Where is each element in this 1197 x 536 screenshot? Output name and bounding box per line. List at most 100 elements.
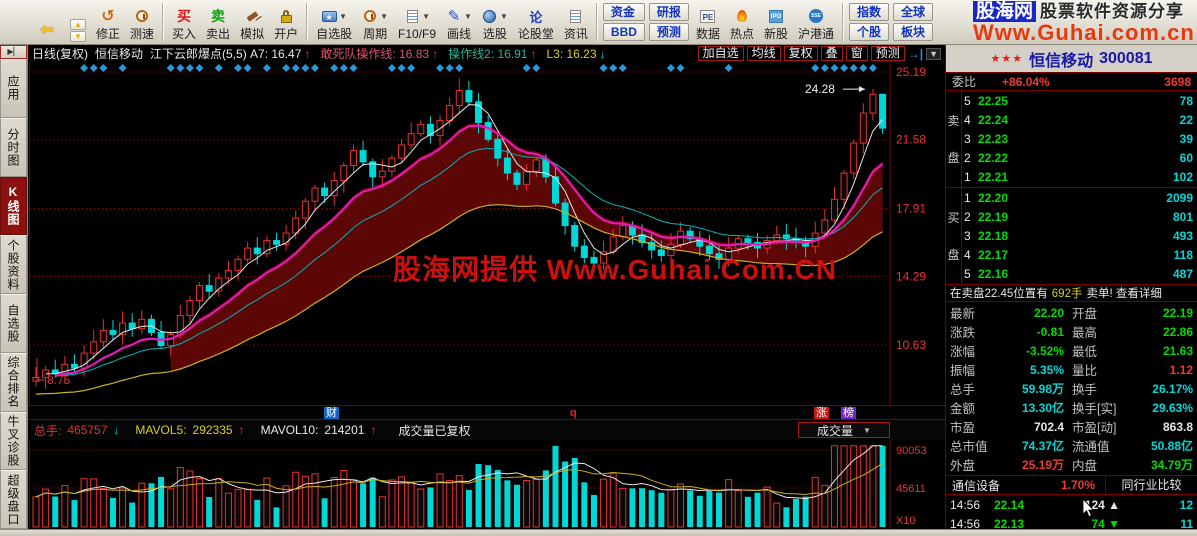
- weibi-label: 委比: [952, 75, 977, 89]
- toolbar-button-画线[interactable]: ✎ ▼ 画线: [441, 1, 477, 43]
- toolbar-button-label: 选股: [482, 27, 507, 41]
- toolbar-group: 指数个股 全球板块: [847, 1, 935, 43]
- toolbar-button-label: 买入: [172, 27, 197, 41]
- sidebar-tab-自选股[interactable]: 自选股: [0, 294, 27, 353]
- sector-compare-button[interactable]: 同行业比较: [1105, 476, 1197, 494]
- chevron-down-icon[interactable]: ▼: [499, 11, 508, 21]
- volume-indicator-dropdown[interactable]: 成交量 ▼: [798, 422, 890, 438]
- toolbar-button-指数[interactable]: 指数: [849, 3, 890, 21]
- sector-name[interactable]: 通信设备: [952, 478, 1001, 493]
- chevron-down-icon[interactable]: ▼: [422, 11, 430, 21]
- stat-row: 外盘 25.19万 内盘 34.79万: [950, 455, 1193, 474]
- chevron-down-icon[interactable]: ▼: [926, 47, 941, 60]
- mavol10-label: MAVOL10:: [260, 423, 319, 437]
- period-label[interactable]: 日线(复权): [32, 47, 88, 61]
- sidebar-tab-应用[interactable]: 应用: [0, 59, 27, 118]
- indicator-text: 操作线2: 16.91: [448, 47, 528, 61]
- toolbar-button-label: 测速: [130, 27, 155, 41]
- notice-detail-link[interactable]: 卖单! 查看详细: [1086, 288, 1162, 300]
- toolbar-button-论股堂[interactable]: 论论股堂: [513, 1, 559, 43]
- sidebar-tab-综合排名[interactable]: 综合排名: [0, 352, 27, 412]
- book-row: 3 22.23 39: [962, 129, 1197, 148]
- book-row: 1 22.21 102: [962, 168, 1197, 187]
- toolbar-separator: [595, 3, 598, 41]
- book-volume: 60: [1179, 151, 1193, 166]
- chart-button-均线[interactable]: 均线: [746, 46, 781, 61]
- sector-pct: 1.70%: [1060, 478, 1095, 492]
- toolbar-button-updown-arrows[interactable]: ▲ ▼: [65, 1, 91, 43]
- book-level: 2: [964, 209, 971, 224]
- toolbar-button-测速[interactable]: 测速: [125, 1, 159, 43]
- toolbar-button-修正[interactable]: ↺ 修正: [91, 1, 125, 43]
- toolbar-button-label: 画线: [447, 27, 472, 41]
- toolbar-button-F10/F9[interactable]: ▼ F10/F9: [393, 1, 441, 43]
- sidebar-tab-牛叉诊股[interactable]: 牛叉诊股: [0, 411, 27, 471]
- svg-text:24.28: 24.28: [805, 82, 835, 96]
- toolbar-button-预测[interactable]: 预测: [648, 23, 689, 41]
- tick-price: 22.13: [994, 516, 1025, 531]
- chevron-down-icon[interactable]: ▼: [464, 11, 472, 21]
- chart-button-预测[interactable]: 预测: [870, 46, 905, 61]
- kline-chart[interactable]: 25.19 21.58 17.91 14.29 10.63 24.28 8.75: [28, 62, 945, 405]
- sidebar-collapse-button[interactable]: ▶▏: [0, 45, 27, 59]
- toolbar-button-周期[interactable]: ▼ 周期: [357, 1, 393, 43]
- toolbar-stack: 资金 BBD: [601, 1, 647, 43]
- book-price: 22.20: [978, 190, 1009, 205]
- toolbar-button-热点[interactable]: 热点: [725, 1, 759, 43]
- stat-value: 25.19万: [1021, 458, 1064, 472]
- watermark-tagline: 股票软件资源分享: [1040, 2, 1185, 21]
- jump-icon[interactable]: →|: [907, 46, 924, 61]
- toolbar-button-数据[interactable]: PE 数据: [691, 1, 725, 43]
- chart-button-叠[interactable]: 叠: [820, 46, 843, 61]
- marker-bang[interactable]: 榜: [841, 407, 856, 419]
- weicha-value: 3698: [1164, 74, 1191, 89]
- chart-button-复权[interactable]: 复权: [783, 46, 818, 61]
- toolbar-button-板块[interactable]: 板块: [893, 23, 934, 41]
- toolbar-button-研报[interactable]: 研报: [648, 3, 689, 21]
- marker-zhang[interactable]: 涨: [814, 407, 829, 419]
- chart-button-窗[interactable]: 窗: [845, 46, 868, 61]
- volume-chart[interactable]: 90053 45611 X10: [28, 440, 945, 529]
- sidebar-tab-个股资料[interactable]: 个股资料: [0, 235, 27, 294]
- toolbar-button-开户[interactable]: 开户: [269, 1, 303, 43]
- toolbar-button-买入[interactable]: 买买入: [167, 1, 201, 43]
- toolbar-button-label: 论股堂: [517, 27, 554, 41]
- chevron-down-icon[interactable]: ▼: [380, 11, 389, 21]
- toolbar-button-back-arrow[interactable]: ⬅: [29, 1, 65, 43]
- stat-row: 涨幅 -3.52% 最低 21.63: [950, 341, 1193, 360]
- chart-area: 日线(复权) 恒信移动 江下云郎爆点(5,5) A7: 16.47 ↑ 敢死队操作线…: [28, 45, 945, 529]
- book-price: 22.17: [978, 248, 1009, 263]
- tick-volume: 124 ▲: [1084, 497, 1120, 512]
- toolbar-button-app-logo[interactable]: [2, 1, 29, 43]
- stat-label: 量比: [1072, 364, 1098, 378]
- toolbar-button-个股[interactable]: 个股: [849, 23, 890, 41]
- chevron-down-icon[interactable]: ▼: [339, 11, 348, 21]
- toolbar-button-卖出[interactable]: 卖卖出: [201, 1, 235, 43]
- toolbar-button-选股[interactable]: ▼ 选股: [477, 1, 513, 43]
- sidebar-tab-分时图[interactable]: 分时图: [0, 117, 27, 177]
- sidebar-tab-K线图[interactable]: K线图: [0, 176, 27, 236]
- toolbar-button-资金[interactable]: 资金: [602, 3, 645, 21]
- stat-label: 最高: [1072, 326, 1098, 340]
- stat-label: 流通值: [1072, 440, 1110, 454]
- chevron-down-icon: ▼: [863, 425, 871, 435]
- chart-button-加自选[interactable]: 加自选: [697, 46, 744, 61]
- book-level: 5: [964, 267, 971, 282]
- toolbar-group: 买买入卖卖出 模拟 开户: [167, 1, 303, 43]
- sidebar-tab-超级盘口[interactable]: 超级盘口: [0, 470, 27, 529]
- toolbar-button-BBD[interactable]: BBD: [602, 23, 645, 41]
- book-row: 5 22.25 78: [962, 91, 1197, 110]
- toolbar-button-自选股[interactable]: ★ ▼ 自选股: [311, 1, 357, 43]
- toolbar-button-新股[interactable]: IPO 新股: [759, 1, 793, 43]
- tick-row: 14:56 22.14 124 ▲ 12: [950, 495, 1193, 514]
- toolbar-button-模拟[interactable]: 模拟: [235, 1, 269, 43]
- stat-row: 总手 59.98万 换手 26.17%: [950, 379, 1193, 398]
- toolbar-button-资讯[interactable]: 资讯: [559, 1, 593, 43]
- toolbar-button-全球[interactable]: 全球: [893, 3, 934, 21]
- toolbar-button-沪港通[interactable]: SSE 沪港通: [793, 1, 839, 43]
- app-logo-icon: [7, 21, 24, 39]
- indicator: 操作线2: 16.91 ↑: [448, 45, 536, 62]
- stat-row: 市盈 702.4 市盈[动] 863.8: [950, 417, 1193, 436]
- stat-value: 59.98万: [1021, 382, 1064, 396]
- toolbar-stack: 全球 板块: [891, 1, 935, 43]
